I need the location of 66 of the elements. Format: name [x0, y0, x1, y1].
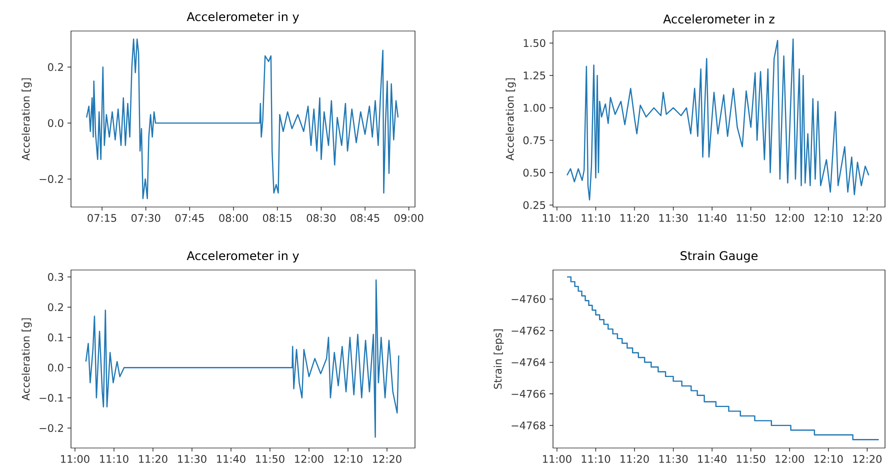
y-tick-label: −0.2 [40, 175, 63, 183]
line-series [86, 38, 399, 200]
x-tick-label: 11:20 [620, 214, 649, 222]
y-tick-label: 0.0 [48, 119, 64, 127]
x-tick-label: 12:10 [814, 214, 843, 222]
y-tick-label: 1.00 [524, 104, 546, 112]
y-tick-label: −4760 [512, 295, 546, 304]
x-tick-label: 11:00 [61, 455, 90, 463]
x-tick-label: 08:45 [350, 214, 380, 222]
chart-title: Accelerometer in y [186, 250, 299, 262]
y-tick-label: −4762 [512, 326, 545, 335]
x-tick-label: 11:20 [620, 455, 649, 463]
x-tick-label: 11:40 [698, 455, 726, 463]
x-tick-label: 12:20 [853, 455, 882, 463]
x-tick-label: 11:30 [659, 214, 688, 222]
y-tick-label: 0.25 [523, 201, 546, 209]
x-tick-label: 11:10 [582, 455, 610, 463]
y-tick-label: 1.50 [524, 39, 546, 47]
x-tick-label: 11:50 [736, 214, 766, 222]
y-tick-label: 0.50 [523, 168, 546, 177]
line-series [566, 38, 870, 200]
x-tick-label: 12:10 [334, 455, 362, 463]
x-tick-label: 12:00 [295, 455, 324, 463]
y-axis-title: Strain [eps] [494, 329, 504, 389]
x-tick-label: 09:00 [394, 214, 424, 222]
y-tick-label: 0.0 [48, 364, 64, 372]
x-tick-label: 12:10 [814, 455, 843, 463]
x-tick-label: 11:40 [698, 214, 726, 222]
y-tick-label: 1.25 [524, 71, 546, 80]
y-tick-label: −4768 [512, 421, 546, 430]
x-tick-label: 08:00 [219, 214, 248, 222]
chart-title: Accelerometer in y [186, 12, 299, 24]
x-tick-label: 08:15 [262, 214, 292, 222]
y-axis-title: Acceleration [g] [22, 78, 32, 160]
chart-title: Strain Gauge [680, 250, 758, 262]
x-tick-label: 11:30 [659, 455, 688, 463]
x-tick-label: 07:15 [88, 214, 116, 222]
x-tick-label: 11:00 [543, 455, 572, 463]
y-tick-label: 0.75 [523, 136, 546, 144]
chart-title: Accelerometer in z [663, 14, 774, 24]
x-tick-label: 07:30 [131, 214, 160, 222]
x-tick-label: 11:10 [582, 214, 610, 222]
y-tick-label: 0.3 [48, 272, 64, 281]
x-tick-label: 11:10 [100, 455, 128, 463]
x-tick-label: 11:40 [217, 455, 246, 463]
x-tick-label: 12:20 [373, 455, 402, 463]
line-series [85, 279, 400, 438]
y-axis-title: Acceleration [g] [22, 318, 32, 400]
x-tick-label: 11:50 [736, 455, 766, 463]
y-tick-label: −0.1 [40, 394, 64, 402]
y-tick-label: −4764 [512, 358, 546, 366]
x-tick-label: 12:00 [776, 455, 804, 463]
x-tick-label: 12:20 [853, 214, 882, 222]
x-tick-label: 08:30 [306, 214, 336, 222]
y-tick-label: 0.1 [48, 333, 64, 342]
x-tick-label: 12:00 [776, 214, 804, 222]
x-tick-label: 11:50 [256, 455, 284, 463]
x-tick-label: 11:00 [543, 214, 572, 222]
x-tick-label: 11:20 [139, 455, 168, 463]
y-tick-label: −4766 [512, 390, 546, 398]
y-tick-label: 0.2 [48, 303, 63, 312]
y-tick-label: 0.2 [48, 63, 63, 72]
y-tick-label: −0.2 [40, 424, 63, 432]
y-axis-title: Acceleration [g] [506, 78, 516, 160]
x-tick-label: 11:30 [178, 455, 206, 463]
x-tick-label: 07:45 [175, 214, 204, 222]
